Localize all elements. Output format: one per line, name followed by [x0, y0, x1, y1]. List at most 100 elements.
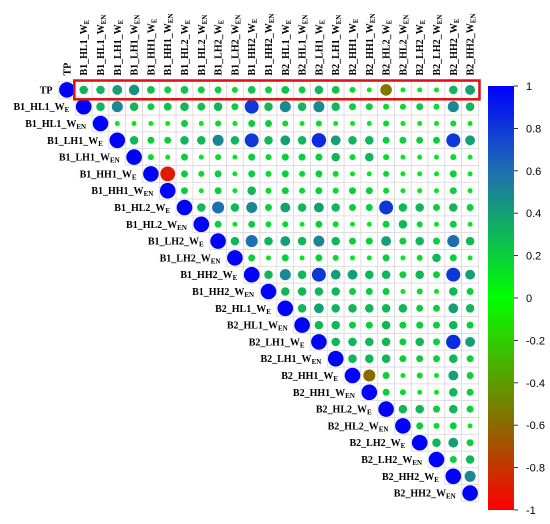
colorbar-tick-label: 0 — [526, 293, 532, 305]
row-label: B2_LH1_WEN — [260, 354, 321, 366]
correlation-dot-12-24 — [466, 288, 474, 295]
row-label: B2_LH2_WEN — [361, 455, 422, 467]
row-label: B1_HL1_WE — [14, 102, 70, 114]
correlation-dot-5-7 — [181, 170, 188, 178]
correlation-dot-0-9 — [214, 86, 222, 94]
colorbar-tick-label: -0.8 — [526, 463, 545, 475]
correlation-dot-10-13 — [281, 254, 289, 262]
correlation-dot-0-21 — [417, 87, 423, 93]
correlation-dot-18-23 — [449, 388, 458, 397]
correlation-dot-7-19 — [379, 200, 394, 215]
correlation-dot-0-18 — [366, 87, 372, 93]
correlation-dot-6-24 — [467, 188, 473, 194]
tp-row-highlight — [73, 79, 481, 101]
correlation-dot-1-12 — [264, 102, 273, 111]
correlation-dot-7-13 — [280, 202, 291, 213]
correlation-dot-3-20 — [399, 136, 407, 144]
correlation-dot-0-17 — [349, 86, 356, 93]
correlation-dot-15-17 — [348, 337, 357, 347]
correlation-dot-13-17 — [348, 304, 357, 313]
correlation-dot-11-16 — [330, 269, 341, 280]
correlation-dot-3-22 — [433, 136, 440, 144]
correlation-dot-4-22 — [434, 154, 439, 160]
correlation-dot-24-24 — [462, 485, 478, 501]
row-label: B2_HH2_WE — [382, 472, 439, 484]
correlation-dot-11-17 — [347, 269, 358, 280]
correlation-dot-8-20 — [398, 220, 408, 229]
correlation-dot-8-16 — [332, 221, 339, 228]
correlation-dot-18-22 — [434, 389, 439, 395]
correlation-dot-2-11 — [248, 120, 256, 127]
colorbar-tick-label: 0.6 — [526, 166, 541, 178]
correlation-dot-17-19 — [382, 372, 390, 379]
correlation-dot-4-16 — [331, 152, 340, 162]
correlation-dot-10-17 — [350, 255, 355, 261]
correlation-dot-9-21 — [415, 236, 424, 246]
correlation-dot-3-15 — [311, 133, 327, 148]
row-label: B2_HL1_WEN — [227, 321, 288, 333]
correlation-dot-0-6 — [164, 86, 172, 94]
correlation-dot-2-23 — [450, 120, 457, 127]
correlation-dot-3-8 — [197, 136, 206, 145]
correlation-dot-9-24 — [465, 236, 475, 246]
correlation-dot-16-18 — [365, 354, 374, 363]
correlation-dot-18-21 — [417, 389, 423, 395]
correlation-dot-17-22 — [434, 373, 439, 378]
correlation-dot-10-19 — [382, 254, 390, 262]
column-label: B1_LH1_WEN — [130, 15, 142, 76]
correlation-dot-4-14 — [298, 153, 306, 161]
correlation-dot-3-4 — [129, 136, 139, 145]
correlation-dot-3-5 — [147, 136, 155, 144]
correlation-dot-4-13 — [281, 153, 289, 161]
correlation-dot-5-20 — [400, 171, 406, 177]
correlation-dot-12-13 — [281, 287, 290, 296]
column-label: B2_HL1_WEN — [298, 15, 310, 76]
column-label: B2_HL1_WE — [281, 19, 293, 75]
correlation-dot-14-22 — [433, 321, 440, 329]
correlation-dot-1-6 — [163, 102, 172, 111]
correlation-dot-5-12 — [265, 170, 272, 177]
correlation-dot-3-24 — [465, 135, 476, 146]
correlation-dot-5-14 — [299, 170, 306, 177]
correlation-dot-12-20 — [400, 289, 406, 294]
correlation-dot-12-14 — [297, 287, 307, 296]
correlation-dot-2-20 — [400, 121, 406, 126]
correlation-dot-1-3 — [111, 101, 123, 113]
colorbar-tick-label: 0.2 — [526, 251, 541, 263]
correlation-dot-7-15 — [313, 202, 324, 213]
correlation-dot-1-24 — [465, 102, 475, 111]
correlation-dot-14-16 — [331, 320, 340, 330]
correlation-dot-3-11 — [244, 133, 259, 148]
correlation-dot-2-24 — [467, 121, 473, 126]
correlation-dot-9-10 — [230, 236, 240, 246]
correlation-dot-8-14 — [299, 221, 305, 227]
correlation-dot-13-24 — [465, 304, 475, 313]
correlation-dot-0-13 — [281, 86, 290, 94]
correlation-dot-18-18 — [361, 384, 378, 401]
correlation-dot-9-13 — [280, 236, 291, 247]
correlation-dot-0-10 — [231, 86, 238, 93]
correlation-dot-1-9 — [213, 102, 223, 111]
correlation-dot-9-15 — [313, 235, 325, 247]
correlation-dot-11-13 — [279, 269, 291, 281]
correlation-dot-14-14 — [294, 317, 310, 333]
row-label: B1_LH2_WE — [148, 237, 204, 249]
correlation-dot-7-18 — [365, 204, 373, 211]
row-label: B1_LH1_WEN — [59, 153, 120, 165]
row-label: B1_HH1_WEN — [91, 186, 153, 198]
row-label: B2_LH2_WE — [350, 438, 406, 450]
column-label: B1_HL1_WEN — [96, 15, 108, 76]
column-label: B1_HH2_WEN — [264, 14, 276, 76]
correlation-dot-0-8 — [197, 86, 205, 94]
correlation-dot-0-11 — [247, 86, 256, 94]
correlation-dot-0-16 — [331, 86, 340, 94]
correlation-dot-7-16 — [331, 203, 340, 212]
correlation-dot-0-19 — [380, 84, 392, 96]
column-label: B1_LH1_WE — [113, 19, 125, 75]
correlation-dot-4-4 — [126, 149, 142, 165]
correlation-dot-0-7 — [180, 86, 189, 94]
correlation-dot-16-21 — [416, 355, 424, 363]
column-label: B2_LH2_WEN — [432, 15, 444, 76]
correlation-dot-11-11 — [243, 266, 260, 283]
correlation-dot-0-5 — [147, 86, 155, 94]
